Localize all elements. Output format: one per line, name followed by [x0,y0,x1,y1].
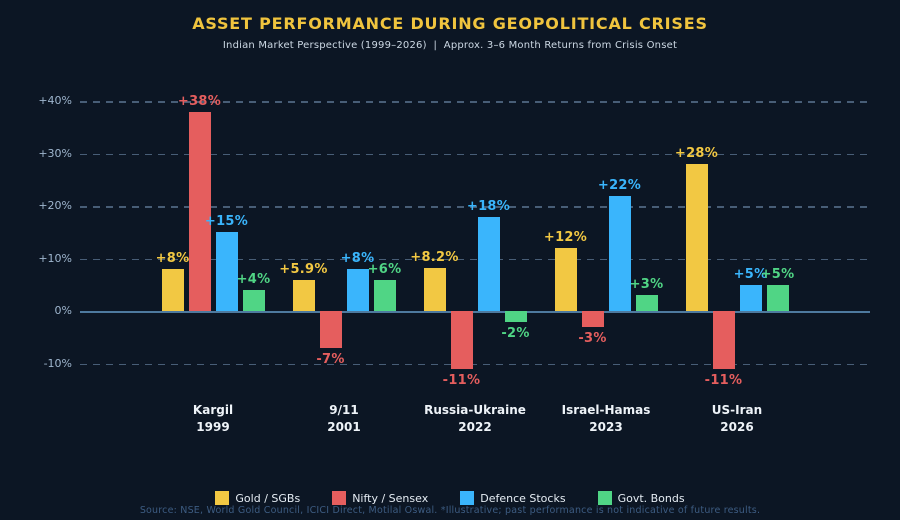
bar-value-label: -2% [501,325,530,341]
gridline [80,363,870,365]
bar-value-label: +6% [367,261,402,277]
y-tick-label: -10% [43,356,72,370]
bar-nifty-sensex [712,311,735,369]
chart-title: ASSET PERFORMANCE DURING GEOPOLITICAL CR… [192,14,708,33]
bar-gold-sgbs [161,269,184,311]
gridline [80,206,870,208]
bar-nifty-sensex [581,311,604,327]
bar-govt-bonds [635,295,658,311]
plot-area: +40% +30% +20% +10% 0% -10% +8% +5.9% +8.2% +12% +… [38,90,870,388]
bar-gold-sgbs [292,280,315,311]
legend-label: Defence Stocks [480,491,566,505]
gridline [80,258,870,260]
bar-value-label: +18% [466,198,511,214]
legend-label: Gold / SGBs [235,491,301,505]
y-tick-label: +30% [38,146,72,160]
crisis-name: Israel-Hamas [561,403,651,417]
crisis-year: 2022 [458,420,492,434]
bar-value-label: +8% [340,251,375,266]
bar-govt-bonds [766,284,789,311]
zero-axis-line [80,311,870,313]
source-note: Source: NSE, World Gold Council, ICICI D… [139,505,761,516]
bar-value-label: +8.2% [410,249,459,265]
y-tick-label: +40% [38,94,72,107]
legend-label: Nifty / Sensex [352,491,429,505]
crisis-name: Russia-Ukraine [424,403,526,417]
bar-nifty-sensex [450,311,473,369]
x-axis-label: Kargil 1999 [148,402,278,436]
bar-value-label: +4% [236,272,271,287]
x-axis-label: Israel-Hamas 2023 [541,402,671,436]
legend-swatch [597,491,612,505]
bar-govt-bonds [373,279,396,311]
legend-label: Govt. Bonds [617,491,685,505]
bar-value-label: +12% [543,230,588,245]
legend-swatch [460,491,475,505]
bar-value-label: +22% [597,177,642,193]
crisis-year: 2001 [327,420,361,434]
crisis-name: Kargil [192,403,234,417]
legend: Gold / SGBs Nifty / Sensex Defence Stocks G… [0,491,900,505]
bar-value-label: -11% [442,372,481,388]
bar-gold-sgbs [685,164,708,311]
bar-govt-bonds [504,311,527,322]
bar-value-label: +5% [733,266,768,282]
bar-value-label: +38% [177,93,222,109]
bar-defence-stocks [739,284,762,311]
legend-swatch [215,491,230,505]
y-tick-label: +20% [38,199,72,212]
bar-value-label: +3% [629,277,664,293]
y-tick-label: 0% [54,304,72,317]
legend-item: Gold / SGBs [215,491,300,505]
bar-defence-stocks [346,269,369,311]
chart-subtitle: Indian Market Perspective (1999–2026) | … [222,40,678,51]
legend-item: Defence Stocks [460,491,566,505]
bar-gold-sgbs [423,267,446,311]
bar-value-label: +5.9% [279,262,328,278]
bar-value-label: -11% [704,372,743,388]
bar-value-label: +15% [204,214,249,230]
bar-value-label: -7% [316,351,345,367]
gridline [80,153,870,155]
legend-item: Govt. Bonds [597,491,685,505]
bar-nifty-sensex [188,111,211,311]
chart-header: ASSET PERFORMANCE DURING GEOPOLITICAL CR… [0,0,900,51]
x-axis-label: Russia-Ukraine 2022 [410,402,540,436]
bar-value-label: +8% [155,251,190,266]
y-tick-label: +10% [38,251,72,265]
crisis-year: 2023 [589,420,623,434]
legend-swatch [332,491,347,505]
x-axis-label: US-Iran 2026 [672,402,802,436]
bar-govt-bonds [242,290,265,311]
x-axis-label: 9/11 2001 [279,402,409,436]
crisis-year: 2026 [720,420,754,434]
bar-defence-stocks [215,232,238,311]
bar-value-label: -3% [578,330,607,346]
bar-gold-sgbs [554,248,577,311]
legend-item: Nifty / Sensex [332,491,428,505]
bar-defence-stocks [477,216,500,311]
bar-defence-stocks [608,195,631,311]
bar-nifty-sensex [319,311,342,348]
gridline [80,101,870,103]
bar-value-label: +28% [674,146,719,161]
bar-value-label: +5% [760,266,795,282]
crisis-name: US-Iran [711,403,763,417]
crisis-name: 9/11 [329,403,359,417]
crisis-year: 1999 [196,420,230,434]
